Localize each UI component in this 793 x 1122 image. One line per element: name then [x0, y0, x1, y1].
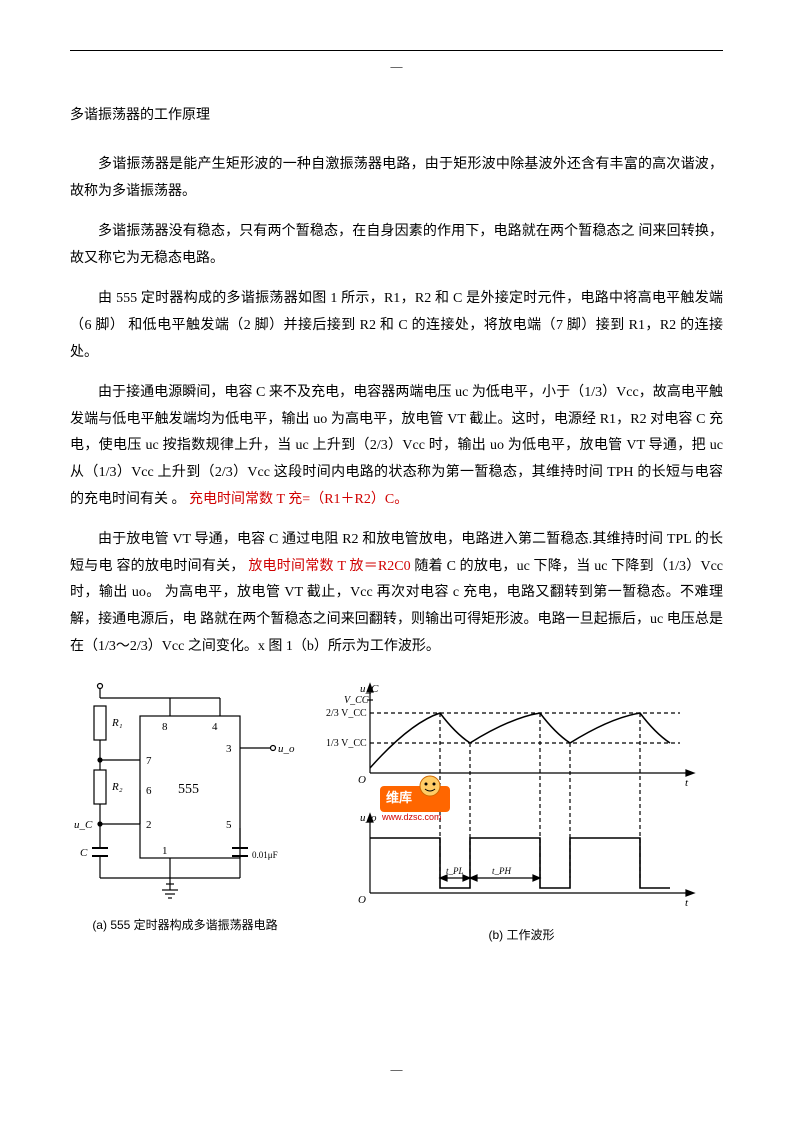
logo-url: www.dzsc.com: [381, 812, 442, 822]
pin-3: 3: [226, 743, 232, 755]
logo-text: 维库: [386, 790, 412, 805]
paragraph-4b: 充电时间常数 T 充=（R1＋R2）C。: [189, 492, 408, 507]
pin-7: 7: [146, 755, 152, 767]
label-uo-axis: u_o: [360, 812, 377, 824]
pin-4: 4: [212, 721, 218, 733]
waveform-caption: (b) 工作波形: [320, 926, 723, 943]
site-logo-icon: 维库 www.dzsc.com: [380, 776, 450, 822]
header-dash: —: [70, 59, 723, 74]
paragraph-2: 多谐振荡器没有稳态，只有两个暂稳态，在自身因素的作用下，电路就在两个暂稳态之 间…: [70, 219, 723, 272]
label-o1: O: [358, 774, 366, 786]
label-uo: u_o: [278, 743, 295, 755]
label-vcc: V_CC: [344, 695, 369, 706]
circuit-figure: R₁ R₂ u_C C 555 0.01μF u_o 8 4 7 6 2 1 3…: [70, 678, 300, 933]
pin-8: 8: [162, 721, 168, 733]
waveform-figure: 维库 www.dzsc.com u_C u_o t t O O 2/3 V_CC…: [320, 678, 723, 943]
label-t2: t: [685, 897, 689, 909]
pin-5: 5: [226, 819, 232, 831]
paragraph-5b: 放电时间常数 T 放＝R2C0: [248, 559, 410, 574]
paragraph-3: 由 555 定时器构成的多谐振荡器如图 1 所示，R1，R2 和 C 是外接定时…: [70, 286, 723, 366]
footer-dash: —: [0, 1062, 793, 1077]
label-13v: 1/3 V_CC: [326, 738, 367, 749]
label-uc-axis: u_C: [360, 683, 379, 695]
pin-6: 6: [146, 785, 152, 797]
top-rule: [70, 50, 723, 51]
label-cap2: 0.01μF: [252, 850, 278, 860]
label-r2: R₂: [111, 781, 123, 793]
page-title: 多谐振荡器的工作原理: [70, 104, 723, 124]
label-uc: u_C: [74, 819, 93, 831]
label-t1: t: [685, 777, 689, 789]
figure-row: R₁ R₂ u_C C 555 0.01μF u_o 8 4 7 6 2 1 3…: [70, 678, 723, 943]
label-23v: 2/3 V_CC: [326, 708, 367, 719]
pin-2: 2: [146, 819, 152, 831]
paragraph-1: 多谐振荡器是能产生矩形波的一种自激振荡器电路，由于矩形波中除基波外还含有丰富的高…: [70, 152, 723, 205]
circuit-caption: (a) 555 定时器构成多谐振荡器电路: [70, 916, 300, 933]
paragraph-5: 由于放电管 VT 导通，电容 C 通过电阻 R2 和放电管放电，电路进入第二暂稳…: [70, 527, 723, 660]
label-tph: t_PH: [492, 866, 511, 876]
label-chip: 555: [178, 782, 199, 797]
pin-1: 1: [162, 845, 168, 857]
label-c: C: [80, 847, 88, 859]
label-r1: R₁: [111, 717, 123, 729]
label-o2: O: [358, 894, 366, 906]
paragraph-4a: 由于接通电源瞬间，电容 C 来不及充电，电容器两端电压 uc 为低电平，小于（1…: [70, 385, 723, 506]
paragraph-4: 由于接通电源瞬间，电容 C 来不及充电，电容器两端电压 uc 为低电平，小于（1…: [70, 380, 723, 513]
label-tpl: t_PL: [446, 866, 464, 876]
